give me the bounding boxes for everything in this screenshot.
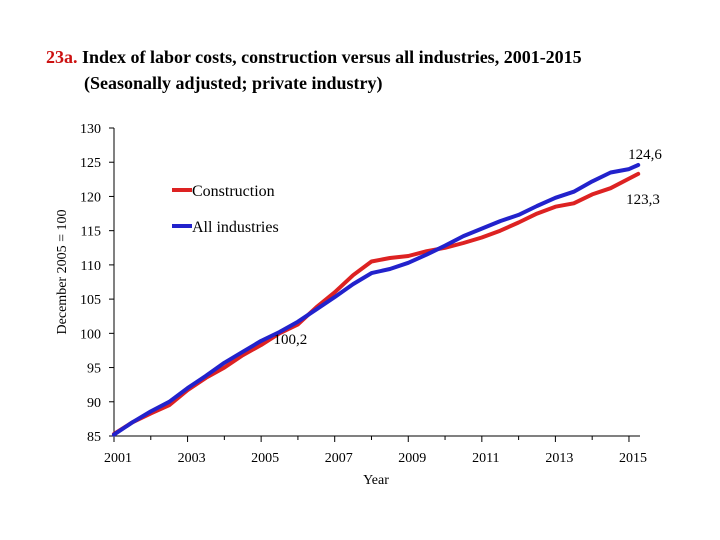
chart-annotations: 124,6 123,3 100,2 xyxy=(274,147,663,348)
y-tick-label: 125 xyxy=(80,156,101,171)
x-tick-label: 2011 xyxy=(472,451,499,466)
series-line-all-industries xyxy=(112,163,641,437)
y-tick-label: 130 xyxy=(80,122,101,137)
x-tick-label: 2009 xyxy=(398,451,426,466)
x-tick-label: 2003 xyxy=(178,451,206,466)
y-tick-label: 95 xyxy=(87,362,101,377)
data-annotation: 100,2 xyxy=(274,332,308,348)
data-annotation: 124,6 xyxy=(628,147,662,163)
y-tick-label: 110 xyxy=(81,259,101,274)
data-annotation: 123,3 xyxy=(626,192,660,208)
y-tick-label: 100 xyxy=(80,327,101,342)
x-axis-title: Year xyxy=(363,473,389,488)
y-tick-label: 120 xyxy=(80,190,101,205)
chart-legend: Construction All industries xyxy=(172,183,279,236)
x-tick-label: 2007 xyxy=(325,451,353,466)
legend-label-construction: Construction xyxy=(192,183,275,200)
y-tick-label: 90 xyxy=(87,396,101,411)
x-tick-label: 2001 xyxy=(104,451,132,466)
series-line-construction xyxy=(112,171,641,436)
chart-axes: 85 90 95 100 105 110 115 120 125 130 2001 2003 2005 2… xyxy=(80,122,647,466)
chart-title: 23a. Index of labor costs, construction … xyxy=(46,46,582,68)
chart-title-number: 23a. xyxy=(46,47,78,67)
legend-label-all-industries: All industries xyxy=(192,219,279,236)
chart-lines xyxy=(112,163,641,437)
x-tick-label: 2005 xyxy=(251,451,279,466)
chart-title-text: Index of labor costs, construction versu… xyxy=(82,47,582,67)
y-tick-label: 105 xyxy=(80,293,101,308)
x-tick-label: 2015 xyxy=(619,451,647,466)
y-tick-label: 85 xyxy=(87,430,101,445)
chart-subtitle: (Seasonally adjusted; private industry) xyxy=(84,73,383,93)
y-tick-label: 115 xyxy=(81,225,101,240)
y-axis-title: December 2005 = 100 xyxy=(55,210,70,335)
x-tick-label: 2013 xyxy=(545,451,573,466)
